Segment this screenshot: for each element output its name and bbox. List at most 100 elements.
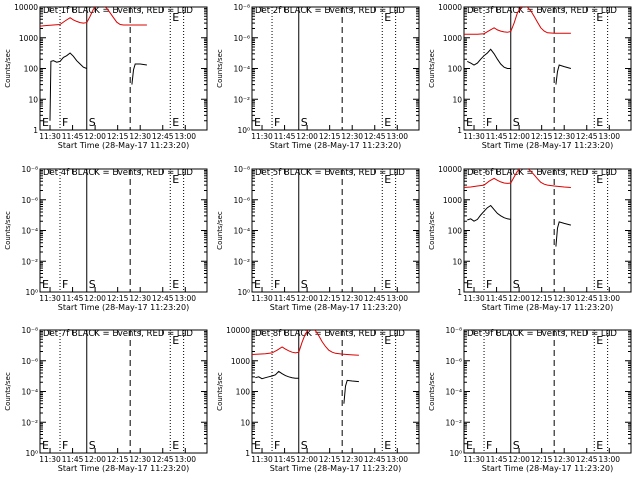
panel-9-xtick-label: 12:45: [576, 455, 598, 464]
detector-panel-9: Det 9f BLACK = Events, RED = LLD 10⁰ 10⁻² 1…: [428, 326, 632, 473]
panel-6-series-lld: [464, 169, 571, 188]
panel-9-xtick-label: 12:15: [531, 455, 553, 464]
panel-4-ytick-label: 10⁰: [25, 288, 38, 297]
panel-5-xtick-label: 12:30: [341, 294, 363, 303]
panel-1-ytick-label: 100: [24, 65, 39, 74]
panel-9-ytick-label: 10⁰: [449, 449, 462, 458]
detector-panel-4: Det 4f BLACK = Events, RED = LLD 10⁰ 10⁻² 1…: [4, 165, 208, 312]
panel-5-ylabel: Counts/sec: [216, 211, 224, 250]
panel-8-ytick-label: 1: [245, 449, 250, 458]
panel-4-ytick-label: 10⁻⁸: [21, 165, 38, 174]
panel-3-frame: [463, 6, 632, 131]
panel-7-ytick-label: 10⁻⁴: [21, 388, 38, 397]
panel-5-title: Det 5f BLACK = Events, RED = LLD: [255, 168, 405, 178]
panel-2-ytick-label: 10⁻⁸: [233, 3, 250, 12]
detector-panel-8: Det 8f BLACK = Events, RED = LLD 1 10 100 10…: [216, 326, 420, 473]
panel-8-xtick-label: 12:15: [319, 455, 341, 464]
panel-2-marker-top-E: E: [384, 11, 391, 24]
detector-panel-6: Det 6f BLACK = Events, RED = LLD 1 10 100 10…: [428, 165, 632, 312]
panel-9-marker-F: F: [486, 439, 492, 452]
panel-7-ytick-label: 10⁻⁶: [21, 357, 38, 366]
panel-3-ylabel: Counts/sec: [428, 49, 436, 88]
panel-2-xtick-label: 12:00: [296, 132, 318, 141]
panel-1-xtick-label: 11:30: [39, 132, 61, 141]
panel-7-xtick-label: 13:00: [174, 455, 196, 464]
panel-6-ytick-label: 10: [452, 257, 462, 266]
panel-4-ytick-label: 10⁻⁶: [21, 196, 38, 205]
panel-6-frame: [463, 168, 632, 293]
panel-5-marker-F: F: [274, 278, 280, 291]
panel-9-frame: [463, 329, 632, 454]
panel-2-xtick-label: 12:30: [341, 132, 363, 141]
panel-3-ytick-label: 1000: [443, 34, 462, 43]
panel-9-title: Det 9f BLACK = Events, RED = LLD: [467, 329, 617, 339]
panel-8-xtick-label: 11:45: [274, 455, 296, 464]
panel-2-xtick-label: 11:30: [251, 132, 273, 141]
panel-1-marker-E: E: [42, 116, 49, 129]
panel-4-frame: [39, 168, 208, 293]
panel-8-title: Det 8f BLACK = Events, RED = LLD: [255, 329, 405, 339]
panel-8-xtick-label: 12:30: [341, 455, 363, 464]
panel-5-xtick-label: 12:45: [364, 294, 386, 303]
panel-8-ytick-label: 10000: [226, 326, 250, 335]
panel-3-series-events: [467, 48, 572, 85]
panel-4-xtick-label: 11:45: [62, 294, 84, 303]
panel-2-marker-S: S: [301, 116, 308, 129]
panel-8-series-lld: [252, 330, 359, 356]
panel-7-ytick-label: 10⁰: [25, 449, 38, 458]
panel-9-ytick-label: 10⁻²: [445, 418, 462, 427]
panel-1-xtick-label: 11:45: [62, 132, 84, 141]
panel-4-marker-S: S: [89, 278, 96, 291]
panel-6-ytick-label: 100: [448, 227, 463, 236]
panel-4-marker-top-E: E: [172, 173, 179, 186]
panel-3-ytick-label: 10000: [438, 3, 462, 12]
panel-3-xtick-label: 12:45: [576, 132, 598, 141]
panel-3-title: Det 3f BLACK = Events, RED = LLD: [467, 6, 617, 16]
panel-5-ytick-label: 10⁻⁸: [233, 165, 250, 174]
panel-7-marker-E: E: [42, 439, 49, 452]
panel-3-marker-E: E: [466, 116, 473, 129]
panel-9-ylabel: Counts/sec: [428, 372, 436, 411]
panel-1-series-lld: [40, 7, 147, 27]
panel-4-marker-E: E: [42, 278, 49, 291]
panel-2-ytick-label: 10⁰: [237, 126, 250, 135]
panel-5-xtick-label: 13:00: [386, 294, 408, 303]
panel-9-xtick-label: 12:30: [553, 455, 575, 464]
panel-6-xtick-label: 13:00: [598, 294, 620, 303]
panel-3-xtick-label: 11:30: [463, 132, 485, 141]
panel-8-xtick-label: 12:00: [296, 455, 318, 464]
panel-7-ytick-label: 10⁻²: [21, 418, 38, 427]
panel-3-xtick-label: 11:45: [486, 132, 508, 141]
panel-9-ytick-label: 10⁻⁴: [445, 388, 462, 397]
panel-6-xtick-label: 12:45: [576, 294, 598, 303]
panel-3-marker-top-E: E: [596, 11, 603, 24]
panel-2-xtick-label: 11:45: [274, 132, 296, 141]
panel-5-xlabel: Start Time (28-May-17 11:23:20): [270, 303, 401, 312]
panel-2-marker-E: E: [384, 116, 391, 129]
panel-1-xtick-label: 12:45: [152, 132, 174, 141]
panel-2-ylabel: Counts/sec: [216, 49, 224, 88]
panel-8-xtick-label: 11:30: [251, 455, 273, 464]
panel-9-xtick-label: 12:00: [508, 455, 530, 464]
panel-6-marker-E: E: [596, 278, 603, 291]
panel-4-xtick-label: 12:00: [84, 294, 106, 303]
panel-6-series-events: [467, 204, 572, 247]
panel-4-ytick-label: 10⁻⁴: [21, 227, 38, 236]
panel-7-ytick-label: 10⁻⁸: [21, 326, 38, 335]
panel-1-marker-F: F: [62, 116, 68, 129]
panel-2-xtick-label: 12:45: [364, 132, 386, 141]
panel-8-xtick-label: 13:00: [386, 455, 408, 464]
panel-9-marker-E: E: [466, 439, 473, 452]
panel-6-ytick-label: 10000: [438, 165, 462, 174]
panel-6-marker-S: S: [513, 278, 520, 291]
panel-8-ytick-label: 100: [236, 388, 251, 397]
panel-4-ylabel: Counts/sec: [4, 211, 12, 250]
panel-5-marker-E: E: [254, 278, 261, 291]
panel-5-xtick-label: 12:00: [296, 294, 318, 303]
panel-1-xtick-label: 13:00: [174, 132, 196, 141]
panel-3-marker-S: S: [513, 116, 520, 129]
panel-7-marker-S: S: [89, 439, 96, 452]
panel-8-series-events: [255, 370, 359, 404]
panel-5-ytick-label: 10⁰: [237, 288, 250, 297]
panel-1-ytick-label: 10: [28, 95, 38, 104]
